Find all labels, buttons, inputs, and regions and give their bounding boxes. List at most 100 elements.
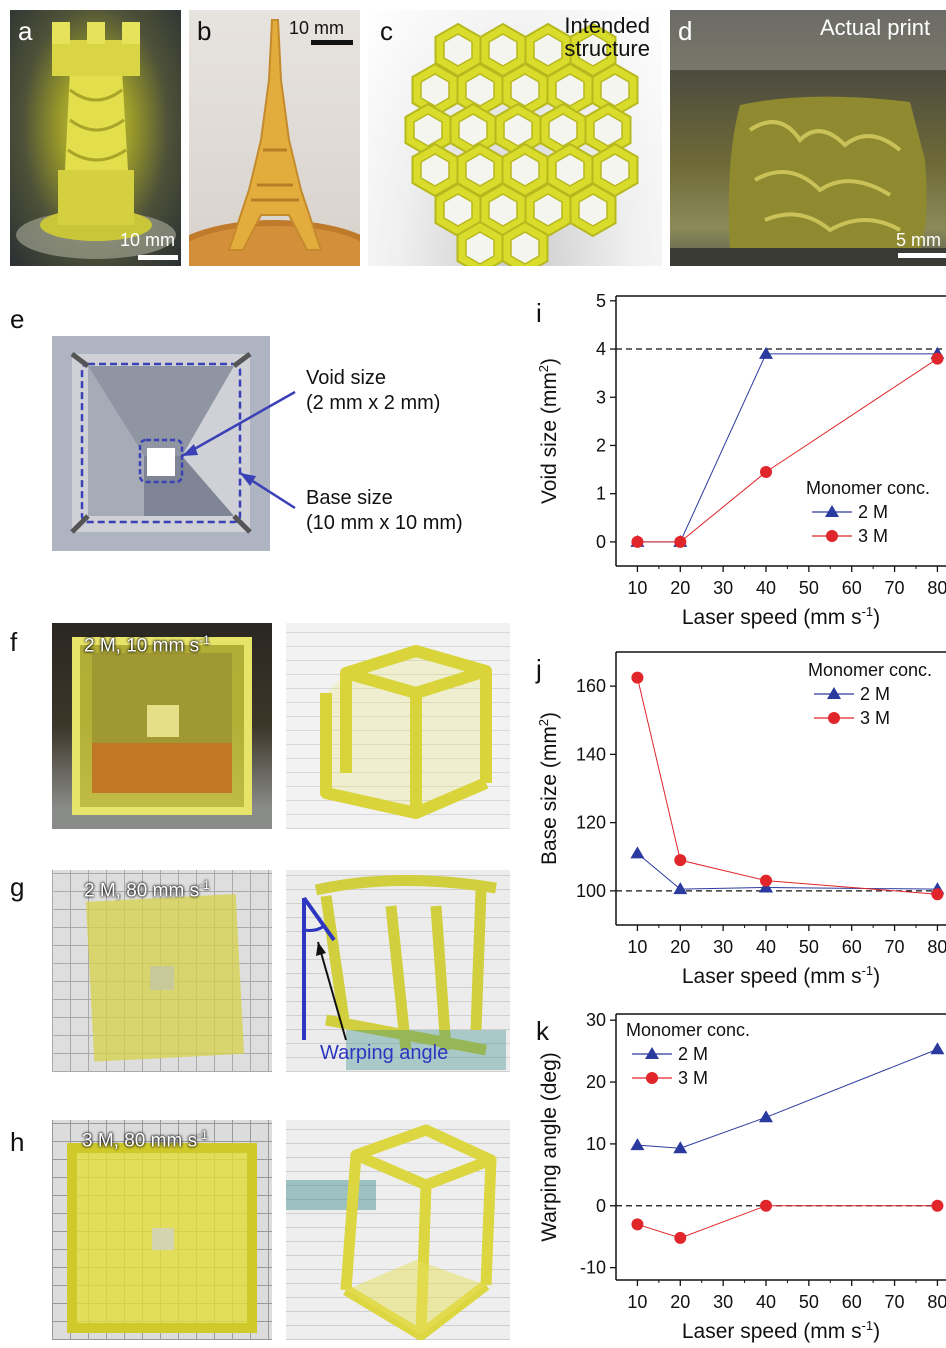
void-arrow bbox=[181, 390, 296, 458]
data-point-3M bbox=[674, 1231, 687, 1244]
scalebar-b bbox=[311, 40, 353, 45]
warping-angle-label: Warping angle bbox=[320, 1042, 449, 1064]
data-point-2M bbox=[673, 1141, 688, 1154]
photo-f-side bbox=[286, 623, 510, 829]
void-size-title: Void size bbox=[306, 367, 387, 389]
chart-j: j 10 20 30 40 50 60 70 80 100 120 140 160 Laser speed… bbox=[535, 651, 946, 988]
photo-a: a 10 mm bbox=[10, 10, 181, 266]
x-tick-label: 40 bbox=[756, 937, 776, 957]
x-tick-label: 50 bbox=[799, 578, 819, 598]
cube-top-view-h bbox=[67, 1143, 257, 1333]
x-axis-label-end: ) bbox=[873, 965, 880, 988]
legend-marker-2M bbox=[827, 687, 841, 699]
photo-d: d Actual print 5 mm bbox=[670, 10, 946, 266]
photo-g-side: Warping angle bbox=[286, 870, 510, 1072]
x-tick-label: 30 bbox=[713, 1292, 733, 1312]
series-line-2M bbox=[637, 1048, 938, 1149]
scalebar-label-d: 5 mm bbox=[896, 230, 941, 250]
photo-g-label: 2 M, 80 mm s-1 bbox=[84, 878, 210, 902]
panel-label-b: b bbox=[197, 16, 212, 46]
caption-d: Actual print bbox=[820, 15, 931, 40]
panel-label-a: a bbox=[18, 16, 33, 46]
photo-h-caption-exp: -1 bbox=[197, 1128, 208, 1142]
x-tick-label: 40 bbox=[756, 1292, 776, 1312]
schematic-e bbox=[52, 336, 270, 551]
legend-marker-2M bbox=[825, 505, 839, 517]
series-line-3M bbox=[637, 1205, 938, 1239]
y-axis-label-main: Warping angle (deg) bbox=[538, 1052, 561, 1242]
photo-g-caption: 2 M, 80 mm s bbox=[84, 880, 200, 902]
x-tick-label: 70 bbox=[885, 578, 905, 598]
y-axis-label-end: ) bbox=[538, 712, 561, 719]
data-point-3M bbox=[631, 671, 644, 684]
y-tick-label: 10 bbox=[586, 1134, 606, 1154]
y-tick-label: 3 bbox=[596, 387, 606, 407]
legend-marker-3M bbox=[828, 712, 840, 724]
photo-h-top: 3 M, 80 mm s-1 bbox=[52, 1120, 272, 1340]
data-point-3M bbox=[760, 1199, 772, 1212]
base-arrowhead bbox=[240, 473, 256, 486]
data-point-2M bbox=[630, 846, 645, 859]
x-axis-label-end: ) bbox=[873, 1320, 880, 1343]
y-tick-label: 20 bbox=[586, 1072, 606, 1092]
chart-k: k 10 20 30 40 50 60 70 80 -10 0 10 20 30 Laser speed (… bbox=[536, 1010, 946, 1343]
photo-h-caption: 3 M, 80 mm s bbox=[82, 1130, 198, 1152]
x-tick-label: 70 bbox=[885, 1292, 905, 1312]
base-size-dims: (10 mm x 10 mm) bbox=[306, 512, 463, 534]
x-tick-label: 60 bbox=[842, 937, 862, 957]
scalebar-label-a: 10 mm bbox=[120, 230, 176, 250]
scalebar-d bbox=[898, 253, 946, 258]
legend-title: Monomer conc. bbox=[806, 478, 930, 498]
x-tick-label: 80 bbox=[927, 1292, 946, 1312]
y-tick-label: 0 bbox=[596, 1196, 606, 1216]
x-tick-label: 10 bbox=[627, 1292, 647, 1312]
warp-pointer bbox=[317, 941, 347, 1041]
x-tick-label: 30 bbox=[713, 937, 733, 957]
x-tick-label: 50 bbox=[799, 1292, 819, 1312]
data-point-3M bbox=[931, 352, 944, 365]
x-tick-label: 20 bbox=[670, 578, 690, 598]
x-axis-label-main: Laser speed (mm s bbox=[682, 965, 862, 988]
x-tick-label: 20 bbox=[670, 1292, 690, 1312]
panel-label-c: c bbox=[380, 16, 393, 46]
data-point-3M bbox=[674, 535, 687, 548]
x-tick-label: 40 bbox=[756, 578, 776, 598]
data-point-3M bbox=[760, 874, 772, 887]
panel-label-g: g bbox=[10, 872, 25, 902]
x-axis-label: Laser speed (mm s-1) bbox=[682, 963, 880, 988]
data-point-3M bbox=[931, 1199, 944, 1212]
caption-c-line1: Intended bbox=[564, 13, 650, 38]
x-axis-label-exp: -1 bbox=[862, 1318, 874, 1333]
scalebar-label-b: 10 mm bbox=[289, 18, 345, 38]
data-point-3M bbox=[631, 1218, 644, 1231]
legend-label: 3 M bbox=[678, 1068, 708, 1088]
y-axis-label-exp: 2 bbox=[536, 365, 551, 372]
legend-label: 2 M bbox=[860, 684, 890, 704]
caption-c: Intended structure bbox=[564, 14, 650, 60]
photo-f-top: 2 M, 10 mm s-1 bbox=[52, 623, 272, 829]
void-base-schematic bbox=[70, 352, 252, 534]
legend-title: Monomer conc. bbox=[808, 660, 932, 680]
panel-label-h: h bbox=[10, 1127, 25, 1157]
x-axis-label-exp: -1 bbox=[862, 604, 874, 619]
series-line-2M bbox=[637, 353, 938, 543]
x-tick-label: 60 bbox=[842, 578, 862, 598]
y-tick-label: 100 bbox=[576, 881, 606, 901]
chart-i-panel-label: i bbox=[536, 298, 542, 328]
chess-rook-shape bbox=[16, 22, 176, 259]
x-tick-label: 50 bbox=[799, 937, 819, 957]
caption-c-line2: structure bbox=[564, 36, 650, 62]
y-tick-label: 120 bbox=[576, 813, 606, 833]
x-tick-label: 70 bbox=[885, 937, 905, 957]
scalebar-a bbox=[138, 255, 178, 260]
legend-label: 2 M bbox=[858, 502, 888, 522]
actual-print-blob-shape bbox=[670, 10, 946, 266]
chart-i: i 10 20 30 40 50 60 70 80 0 1 2 3 4 5 Laser speed (mm s… bbox=[536, 291, 946, 629]
data-point-2M bbox=[930, 1042, 945, 1055]
y-tick-label: 5 bbox=[596, 291, 606, 311]
x-axis-label-end: ) bbox=[873, 606, 880, 629]
y-axis-label-main: Void size (mm bbox=[538, 372, 561, 504]
legend-title: Monomer conc. bbox=[626, 1020, 750, 1040]
data-point-2M bbox=[759, 1110, 773, 1123]
data-point-3M bbox=[631, 535, 644, 548]
